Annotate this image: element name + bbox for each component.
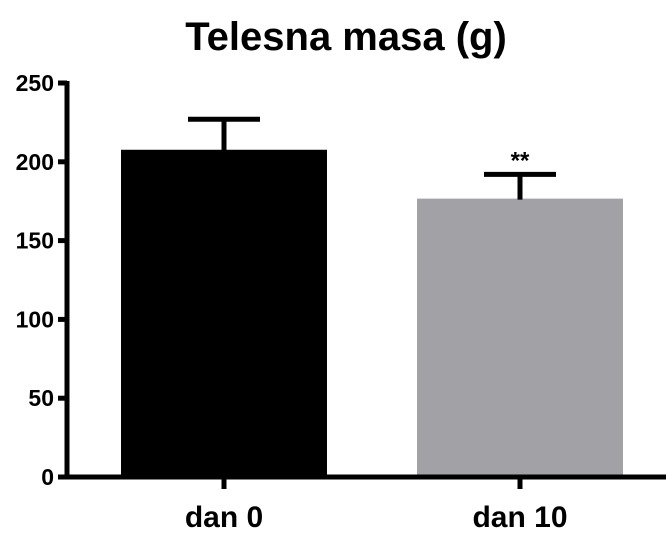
y-tick-label-4: 200 bbox=[16, 149, 54, 175]
significance-label-1: ** bbox=[511, 147, 530, 174]
bars-layer: ** bbox=[121, 116, 623, 478]
y-tick-label-2: 100 bbox=[16, 306, 54, 332]
axes: dan 0 dan 10 0 50 100 150 200 250 bbox=[16, 70, 666, 534]
x-tick-label-1: dan 10 bbox=[472, 501, 567, 534]
y-tick-label-5: 250 bbox=[16, 70, 54, 96]
chart-title: Telesna masa (g) bbox=[185, 15, 507, 59]
y-tick-label-3: 150 bbox=[16, 228, 54, 254]
x-tick-label-0: dan 0 bbox=[185, 501, 263, 534]
bar-0 bbox=[121, 149, 327, 478]
y-tick-label-1: 50 bbox=[28, 385, 54, 411]
bar-1 bbox=[417, 198, 623, 478]
y-tick-label-0: 0 bbox=[41, 464, 54, 490]
